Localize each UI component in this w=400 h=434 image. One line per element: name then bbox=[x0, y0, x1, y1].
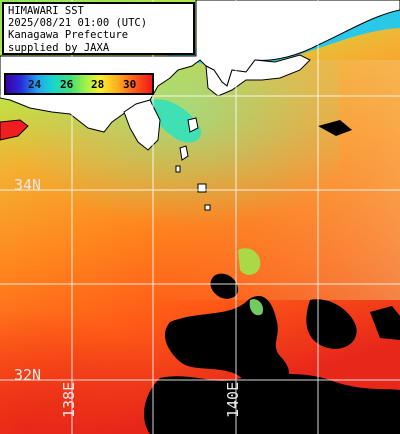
colorbar-tick-30: 30 bbox=[123, 78, 137, 91]
cloud-mask-north-spot bbox=[210, 273, 239, 299]
cloud-mask-south bbox=[144, 373, 400, 434]
latitude-label-34n: 34N bbox=[14, 176, 42, 194]
title-line-4: supplied by JAXA bbox=[8, 41, 110, 54]
bay-cool-water bbox=[150, 99, 201, 143]
colorbar-tick-26: 26 bbox=[60, 78, 74, 91]
cool-patch-2 bbox=[249, 299, 264, 316]
title-line-3: Kanagawa Prefecture bbox=[8, 29, 129, 42]
cloud-mask-central bbox=[164, 296, 290, 391]
cloud-mask-far-east bbox=[370, 306, 400, 340]
island-niijima bbox=[175, 165, 181, 173]
cloud-mask-east-edge bbox=[318, 120, 352, 136]
island-toshima bbox=[179, 145, 189, 161]
island-miyake bbox=[197, 183, 207, 193]
land-west-red-patch bbox=[0, 119, 29, 141]
title-box: HIMAWARI SST 2025/08/21 01:00 (UTC) Kana… bbox=[2, 2, 195, 55]
island-mikura bbox=[204, 204, 211, 211]
colorbar-tick-28: 28 bbox=[91, 78, 105, 91]
land-peninsula-izu bbox=[123, 99, 161, 151]
cloud-mask-east bbox=[306, 299, 357, 349]
latitude-label-32n: 32N bbox=[14, 366, 42, 384]
longitude-label-140e: 140E bbox=[224, 381, 242, 418]
island-oshima bbox=[187, 117, 199, 133]
title-line-1: HIMAWARI SST bbox=[8, 5, 84, 17]
temperature-colorbar: 24 26 28 30 bbox=[4, 73, 154, 95]
cool-patch-1 bbox=[238, 248, 261, 275]
longitude-label-138e: 138E bbox=[60, 381, 78, 418]
colorbar-tick-24: 24 bbox=[28, 78, 42, 91]
land-boso bbox=[205, 54, 311, 97]
title-line-2: 2025/08/21 01:00 (UTC) bbox=[8, 17, 148, 30]
